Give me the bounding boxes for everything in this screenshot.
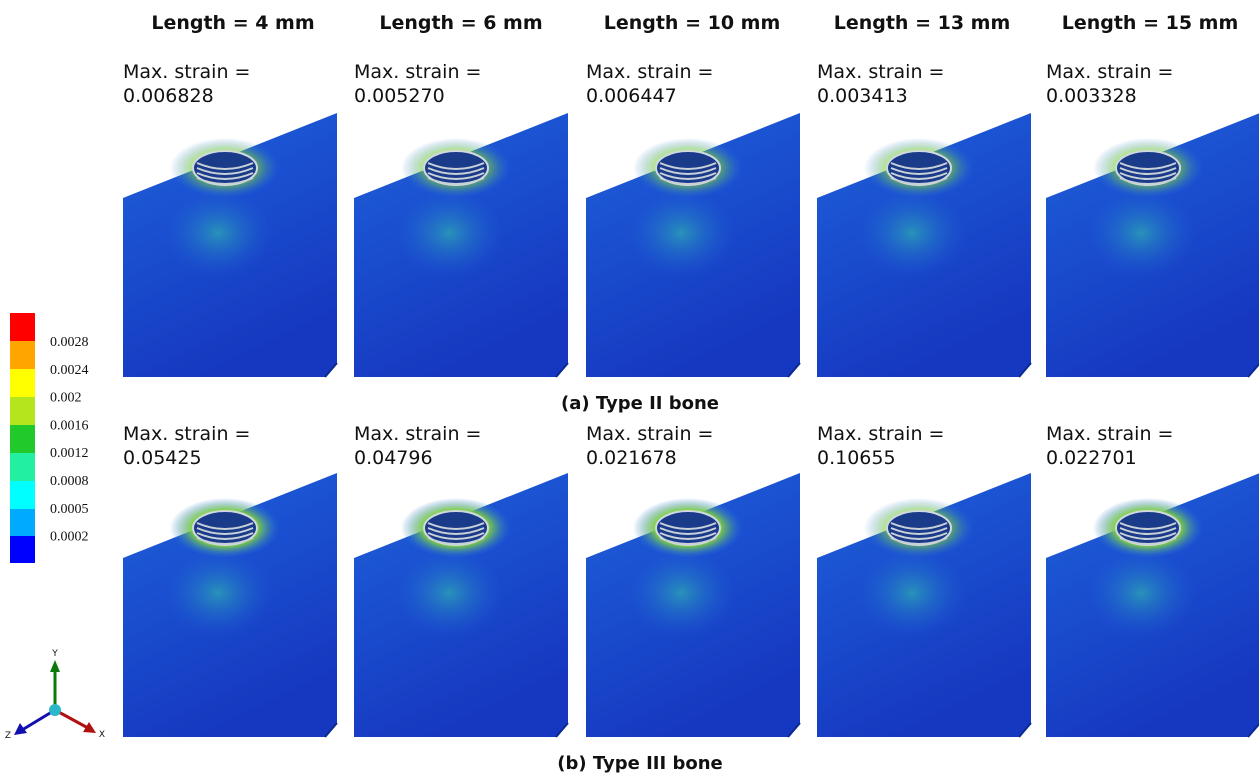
- strain-value: 0.005270: [354, 85, 445, 107]
- figure: Length = 4 mm Length = 6 mm Length = 10 mm…: [0, 0, 1259, 776]
- column-header: Length = 10 mm: [604, 12, 781, 34]
- legend-tick-label: 0.002: [50, 391, 82, 406]
- legend-tick-label: 0.0016: [50, 418, 89, 433]
- strain-label: Max. strain =: [354, 61, 481, 83]
- strain-glow: [394, 188, 504, 278]
- axis-label-y: Y: [51, 649, 58, 659]
- strain-glow: [857, 188, 967, 278]
- column-header: Length = 15 mm: [1062, 12, 1239, 34]
- strain-label: Max. strain =: [817, 423, 944, 445]
- legend-bar: [10, 313, 35, 563]
- legend-tick-label: 0.0002: [50, 530, 89, 545]
- strain-glow: [163, 188, 273, 278]
- legend-tick-label: 0.0005: [50, 502, 89, 517]
- strain-glow: [626, 548, 736, 638]
- strain-glow: [1086, 188, 1196, 278]
- page: Strain figure {"columns": ["Length = 4 m…: [0, 0, 1259, 776]
- legend-tick-label: 0.0012: [50, 446, 89, 461]
- strain-value: 0.006828: [123, 85, 214, 107]
- strain-value: 0.021678: [586, 447, 677, 469]
- strain-glow: [857, 548, 967, 638]
- fea-panel: [1046, 113, 1259, 377]
- column-header: Length = 6 mm: [379, 12, 542, 34]
- axis-triad: [14, 660, 96, 735]
- legend-tick-label: 0.0028: [50, 335, 89, 350]
- fea-panel: [586, 473, 800, 737]
- strain-label: Max. strain =: [817, 61, 944, 83]
- strain-value: 0.10655: [817, 447, 896, 469]
- fea-panel: [817, 113, 1031, 377]
- fea-panel: [123, 473, 337, 737]
- strain-label: Max. strain =: [586, 61, 713, 83]
- strain-label: Max. strain =: [586, 423, 713, 445]
- strain-value: 0.003413: [817, 85, 908, 107]
- strain-value: 0.04796: [354, 447, 433, 469]
- fea-panel: [354, 473, 568, 737]
- fea-panel: [123, 113, 337, 377]
- strain-value: 0.006447: [586, 85, 677, 107]
- column-header: Length = 13 mm: [834, 12, 1011, 34]
- fea-panel: [586, 113, 800, 377]
- strain-glow: [394, 548, 504, 638]
- strain-glow: [626, 188, 736, 278]
- strain-label: Max. strain =: [1046, 423, 1173, 445]
- legend-tick-label: 0.0008: [50, 474, 89, 489]
- axis-label-z: Z: [5, 731, 11, 741]
- fea-panel: [354, 113, 568, 377]
- row-caption: (b) Type III bone: [557, 753, 722, 774]
- strain-value: 0.05425: [123, 447, 202, 469]
- strain-value: 0.022701: [1046, 447, 1137, 469]
- strain-value: 0.003328: [1046, 85, 1137, 107]
- row-caption: (a) Type II bone: [561, 393, 719, 414]
- strain-label: Max. strain =: [123, 61, 250, 83]
- fea-panel: [817, 473, 1031, 737]
- strain-label: Max. strain =: [123, 423, 250, 445]
- strain-label: Max. strain =: [354, 423, 481, 445]
- strain-glow: [163, 548, 273, 638]
- strain-glow: [1086, 548, 1196, 638]
- strain-label: Max. strain =: [1046, 61, 1173, 83]
- legend-tick-label: 0.0024: [50, 363, 89, 378]
- axis-label-x: X: [99, 730, 105, 740]
- body: Length = 4 mm Length = 6 mm Length = 10 mm…: [0, 0, 1259, 776]
- fea-panel: [1046, 473, 1259, 737]
- column-header: Length = 4 mm: [151, 12, 314, 34]
